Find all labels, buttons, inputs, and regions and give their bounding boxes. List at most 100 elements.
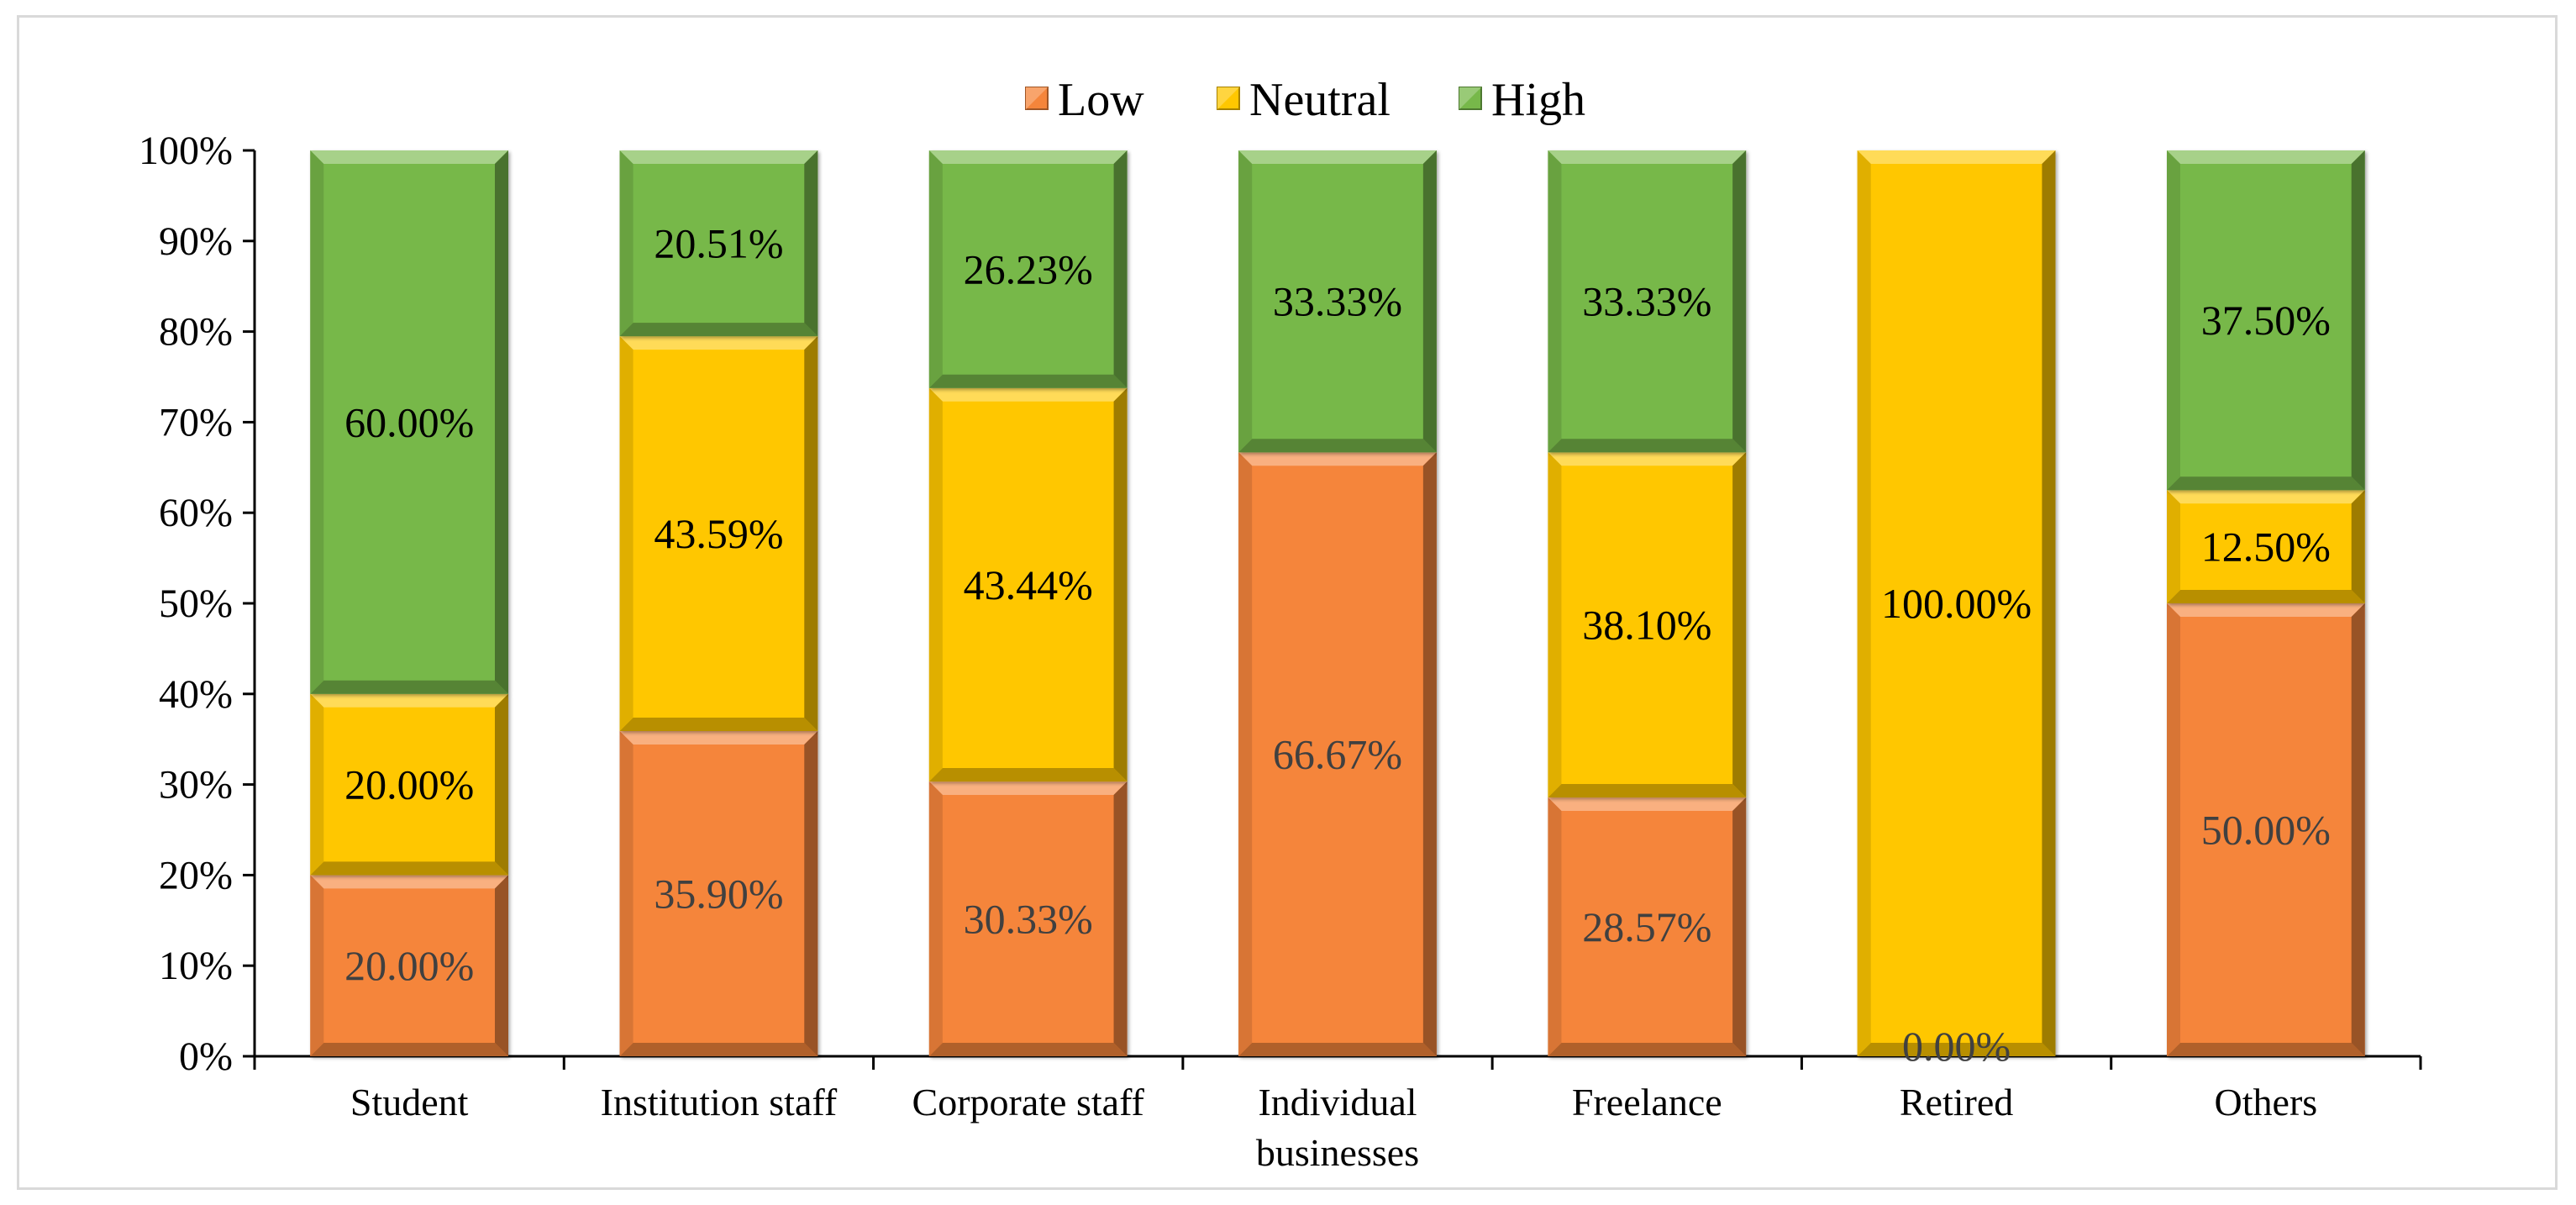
- bar-freelance-low-bevel-top: [1548, 797, 1747, 812]
- bar-freelance-neutral-bevel-bottom: [1548, 784, 1747, 798]
- bar-others-neutral-bevel-right: [2351, 490, 2365, 603]
- y-tick-label: 40%: [159, 672, 233, 717]
- bar-corporate-staff-high-bevel-top: [928, 150, 1128, 164]
- data-label-others-neutral: 12.50%: [2201, 524, 2331, 571]
- bar-corporate-staff-high: [928, 150, 1128, 388]
- category-label-individual-businesses: Individual businesses: [1256, 1081, 1419, 1174]
- data-label-individual-businesses-low: 66.67%: [1273, 731, 1402, 778]
- data-label-freelance-high: 33.33%: [1582, 278, 1711, 325]
- bar-freelance-high-bevel-bottom: [1548, 439, 1747, 453]
- bar-institution-staff-high-face: [619, 150, 818, 337]
- bar-others-high-bevel-left: [2167, 150, 2181, 491]
- legend: Low Neutral High: [1025, 74, 1585, 126]
- bar-student-high-bevel-right: [494, 150, 508, 694]
- legend-label-low: Low: [1058, 74, 1144, 126]
- bar-freelance-low-bevel-right: [1732, 797, 1747, 1056]
- y-tick-label: 80%: [159, 310, 233, 355]
- data-label-individual-businesses-high: 33.33%: [1273, 278, 1402, 325]
- bar-student-high-bevel-bottom: [310, 680, 508, 694]
- bar-others-low-bevel-bottom: [2167, 1043, 2365, 1056]
- y-tick-label: 100%: [139, 129, 233, 173]
- bar-corporate-staff-low: [928, 781, 1128, 1056]
- bar-retired-neutral-bevel-bottom: [1857, 1043, 2056, 1056]
- bar-corporate-staff-neutral-bevel-bottom: [928, 768, 1128, 782]
- legend-item-neutral: Neutral: [1217, 74, 1391, 126]
- bar-others-neutral-bevel-left: [2167, 490, 2181, 603]
- bar-institution-staff-low-bevel-bottom: [619, 1043, 818, 1056]
- y-tick-label: 70%: [159, 400, 233, 445]
- bar-freelance-high-bevel-right: [1732, 150, 1747, 453]
- legend-item-low: Low: [1025, 74, 1144, 126]
- data-label-corporate-staff-low: 30.33%: [964, 896, 1093, 943]
- bar-institution-staff-low-bevel-right: [804, 730, 818, 1056]
- y-tick-label: 90%: [159, 219, 233, 264]
- legend-swatch-highlight-neutral: [1217, 87, 1239, 109]
- bar-individual-businesses-low-bevel-left: [1238, 452, 1253, 1056]
- data-label-institution-staff-high: 20.51%: [654, 220, 783, 267]
- bar-individual-businesses-high-bevel-right: [1422, 150, 1437, 453]
- bar-freelance-neutral-bevel-top: [1548, 452, 1747, 466]
- bar-others-neutral-face: [2167, 490, 2365, 603]
- bar-freelance-high-bevel-left: [1548, 150, 1562, 453]
- bar-student-neutral-bevel-bottom: [310, 861, 508, 876]
- data-label-student-high: 60.00%: [344, 398, 474, 445]
- bar-institution-staff-high-bevel-left: [619, 150, 633, 337]
- bar-others-high-bevel-bottom: [2167, 476, 2365, 491]
- y-tick-label: 50%: [159, 581, 233, 626]
- bar-institution-staff-neutral-bevel-top: [619, 336, 818, 350]
- legend-swatch-highlight-high: [1459, 87, 1481, 109]
- bar-student-neutral: [310, 693, 508, 876]
- bar-retired-neutral-bevel-right: [2042, 150, 2056, 1056]
- category-label-freelance: Freelance: [1572, 1081, 1722, 1123]
- legend-swatch-highlight-low: [1026, 87, 1048, 109]
- bar-individual-businesses-high-bevel-top: [1238, 150, 1437, 164]
- bar-institution-staff-high: [619, 150, 818, 337]
- bar-others-low: [2167, 603, 2365, 1056]
- data-label-student-neutral: 20.00%: [344, 761, 474, 808]
- bar-student-high-face: [310, 150, 508, 694]
- bar-others-high-bevel-right: [2351, 150, 2365, 491]
- data-label-freelance-low: 28.57%: [1582, 903, 1711, 950]
- bar-institution-staff-low-face: [619, 730, 818, 1056]
- bar-corporate-staff-high-face: [928, 150, 1128, 388]
- bar-student-low-bevel-left: [310, 875, 324, 1056]
- bar-student-high-bevel-top: [310, 150, 508, 164]
- bar-corporate-staff-low-bevel-right: [1113, 781, 1128, 1056]
- data-label-freelance-neutral: 38.10%: [1582, 602, 1711, 649]
- bar-corporate-staff-neutral-bevel-left: [928, 387, 943, 782]
- bar-individual-businesses-low-bevel-bottom: [1238, 1043, 1437, 1056]
- bar-retired-neutral-face: [1857, 150, 2056, 1056]
- bar-individual-businesses-high: [1238, 150, 1437, 453]
- bar-freelance-low-bevel-bottom: [1548, 1043, 1747, 1056]
- bar-corporate-staff-neutral-face: [928, 387, 1128, 782]
- bar-student-neutral-bevel-right: [494, 693, 508, 876]
- bar-individual-businesses-low: [1238, 452, 1437, 1056]
- bar-individual-businesses-low-bevel-top: [1238, 452, 1437, 466]
- data-label-retired-neutral: 100.00%: [1881, 580, 2032, 627]
- bar-corporate-staff-high-bevel-right: [1113, 150, 1128, 388]
- y-tick-label: 0%: [179, 1034, 233, 1079]
- bar-institution-staff-neutral-bevel-bottom: [619, 717, 818, 731]
- bar-freelance-high: [1548, 150, 1747, 453]
- bar-retired-neutral: [1857, 150, 2056, 1056]
- data-label-student-low: 20.00%: [344, 942, 474, 989]
- category-label-others: Others: [2215, 1081, 2318, 1123]
- axes: 0% 10% 20% 30% 40% 50% 60% 70% 80% 90% 100% Student…: [139, 129, 2422, 1174]
- bar-others-low-bevel-right: [2351, 603, 2365, 1056]
- data-label-others-low: 50.00%: [2201, 807, 2331, 854]
- bar-student-low-bevel-right: [494, 875, 508, 1056]
- legend-label-neutral: Neutral: [1249, 74, 1391, 126]
- category-label-student: Student: [350, 1081, 469, 1123]
- bar-student-neutral-bevel-top: [310, 693, 508, 708]
- y-tick-label: 20%: [159, 853, 233, 897]
- bar-individual-businesses-high-face: [1238, 150, 1437, 453]
- bar-others-high-bevel-top: [2167, 150, 2365, 164]
- bar-student-neutral-face: [310, 693, 508, 876]
- bar-institution-staff-high-bevel-right: [804, 150, 818, 337]
- bar-freelance-high-face: [1548, 150, 1747, 453]
- bar-others-high-face: [2167, 150, 2365, 491]
- bar-corporate-staff-high-bevel-bottom: [928, 374, 1128, 388]
- y-tick-label: 30%: [159, 763, 233, 808]
- bar-freelance-low-face: [1548, 797, 1747, 1056]
- data-label-corporate-staff-neutral: 43.44%: [964, 561, 1093, 608]
